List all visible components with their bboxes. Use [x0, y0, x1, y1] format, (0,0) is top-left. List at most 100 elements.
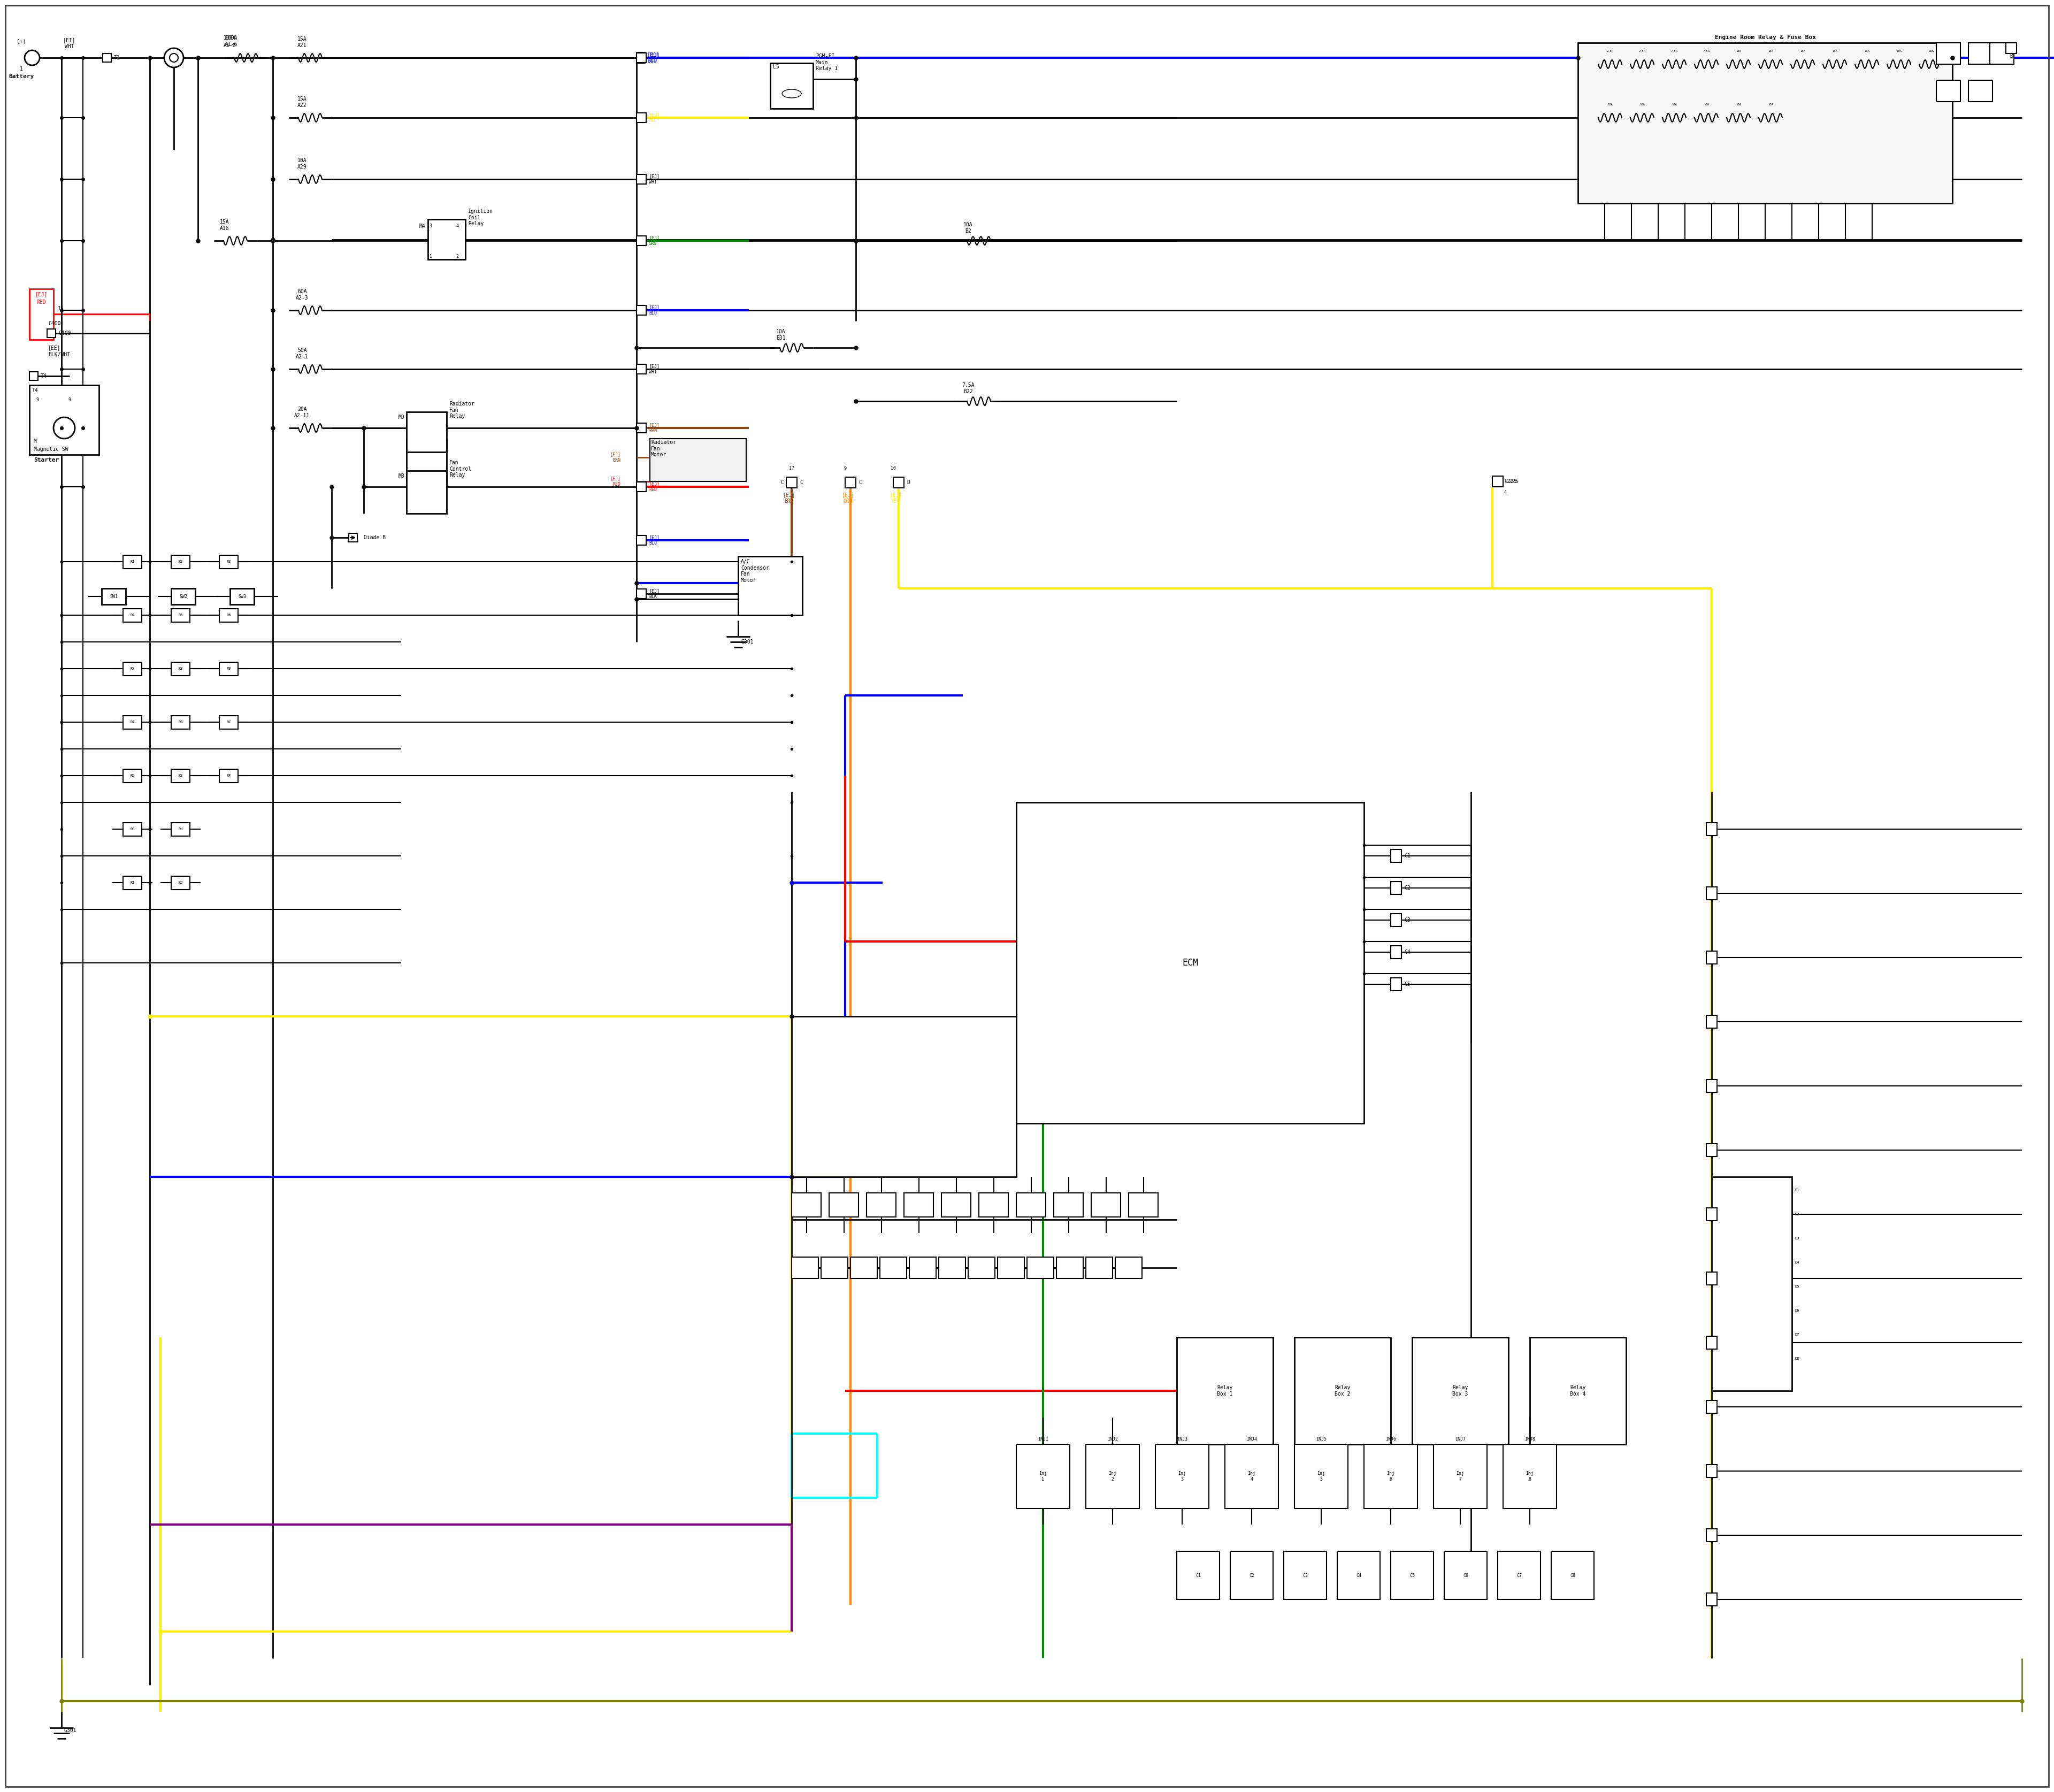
Text: 7.5A: 7.5A	[1670, 50, 1678, 52]
Bar	[1230, 1552, 1273, 1600]
Text: C3: C3	[1302, 1573, 1308, 1577]
Bar	[1530, 1337, 1627, 1444]
Bar	[1577, 43, 1953, 202]
Bar	[1391, 849, 1401, 862]
Text: Inj
2: Inj 2	[1109, 1471, 1117, 1482]
Text: C7: C7	[1516, 1573, 1522, 1577]
Text: Engine Room Relay & Fuse Box: Engine Room Relay & Fuse Box	[1715, 34, 1816, 39]
Text: B: B	[2009, 54, 2013, 59]
Bar	[737, 556, 803, 615]
Text: M: M	[33, 439, 37, 444]
Bar	[29, 371, 37, 380]
Bar	[1937, 43, 1960, 65]
Circle shape	[170, 54, 179, 63]
Text: M8: M8	[398, 473, 405, 478]
Bar	[170, 876, 189, 889]
Bar	[844, 477, 857, 487]
Bar	[170, 769, 189, 783]
Text: Starter: Starter	[33, 457, 60, 462]
Text: 10A: 10A	[1929, 50, 1933, 52]
Text: 10A: 10A	[1736, 104, 1742, 106]
Text: C2: C2	[1405, 885, 1411, 891]
Bar	[791, 1256, 817, 1278]
Bar	[893, 477, 904, 487]
Bar	[2007, 43, 2017, 54]
Text: Inj
8: Inj 8	[1526, 1471, 1534, 1482]
Circle shape	[25, 50, 39, 65]
Text: [EJ]
BLU: [EJ] BLU	[649, 305, 659, 315]
Text: R7: R7	[129, 667, 136, 670]
Text: M4: M4	[419, 224, 425, 229]
Text: Magnetic SW: Magnetic SW	[33, 446, 68, 452]
Text: 2: 2	[456, 254, 458, 258]
Bar	[1177, 1337, 1273, 1444]
Text: INJ7: INJ7	[1454, 1437, 1467, 1441]
Text: 10A: 10A	[776, 330, 787, 335]
Bar	[980, 1193, 1009, 1217]
Text: INJ2: INJ2	[1107, 1437, 1117, 1441]
Bar	[1444, 1552, 1487, 1600]
Bar	[1707, 1529, 1717, 1541]
Text: RG: RG	[129, 828, 136, 831]
Text: A16: A16	[220, 226, 230, 231]
Bar	[1017, 1444, 1070, 1509]
Text: RI: RI	[129, 882, 136, 885]
Bar	[1056, 1256, 1082, 1278]
Bar	[407, 471, 446, 514]
Text: BLK/WHT: BLK/WHT	[47, 351, 70, 357]
Bar	[637, 237, 647, 246]
Text: 7.5A: 7.5A	[961, 382, 974, 387]
Text: 1: 1	[49, 335, 53, 339]
Text: 9: 9	[37, 398, 39, 401]
Text: INJ4: INJ4	[1247, 1437, 1257, 1441]
Circle shape	[53, 418, 74, 439]
Bar	[123, 769, 142, 783]
Bar	[1091, 1193, 1121, 1217]
Text: 1: 1	[21, 66, 23, 72]
Text: B31: B31	[776, 335, 787, 340]
Text: Inj
4: Inj 4	[1247, 1471, 1255, 1482]
Bar	[1413, 1337, 1508, 1444]
Text: RF: RF	[226, 774, 230, 778]
Text: A22: A22	[298, 102, 306, 108]
Bar	[1968, 81, 1992, 102]
Bar	[1337, 1552, 1380, 1600]
Bar	[770, 63, 813, 109]
Bar	[1115, 1256, 1142, 1278]
Bar	[220, 609, 238, 622]
Text: RE: RE	[179, 774, 183, 778]
Bar	[1294, 1337, 1391, 1444]
Text: 17: 17	[789, 484, 795, 489]
Bar	[47, 330, 55, 337]
Text: R9: R9	[226, 667, 230, 670]
Text: 10A: 10A	[1672, 104, 1676, 106]
Text: 4: 4	[1504, 489, 1508, 495]
Bar	[904, 1193, 933, 1217]
Bar	[220, 556, 238, 568]
Text: SW3: SW3	[238, 593, 246, 599]
Text: [EJ]
RED: [EJ] RED	[649, 482, 659, 493]
Bar	[407, 412, 446, 452]
Bar	[787, 477, 797, 487]
Text: D3: D3	[1795, 1236, 1799, 1240]
Text: 100A
A1-6: 100A A1-6	[226, 36, 238, 47]
Bar	[170, 663, 189, 676]
Text: D4: D4	[1795, 1262, 1799, 1263]
Text: 15: 15	[58, 306, 64, 312]
Bar	[1154, 1444, 1210, 1509]
Text: B22: B22	[963, 389, 974, 394]
Bar	[967, 1256, 994, 1278]
Text: C225: C225	[1504, 478, 1516, 484]
Bar	[1707, 1464, 1717, 1477]
Text: ECM: ECM	[1183, 959, 1197, 968]
Bar	[1391, 946, 1401, 959]
Text: 10A: 10A	[1639, 104, 1645, 106]
Bar	[1937, 81, 1960, 102]
Bar	[1017, 803, 1364, 1124]
Text: [EJ]: [EJ]	[35, 292, 47, 297]
Text: C4: C4	[1405, 950, 1411, 955]
Bar	[1707, 1400, 1717, 1414]
Bar	[170, 556, 189, 568]
Bar	[1027, 1256, 1054, 1278]
Text: [EJ]
BLU: [EJ] BLU	[649, 52, 659, 63]
